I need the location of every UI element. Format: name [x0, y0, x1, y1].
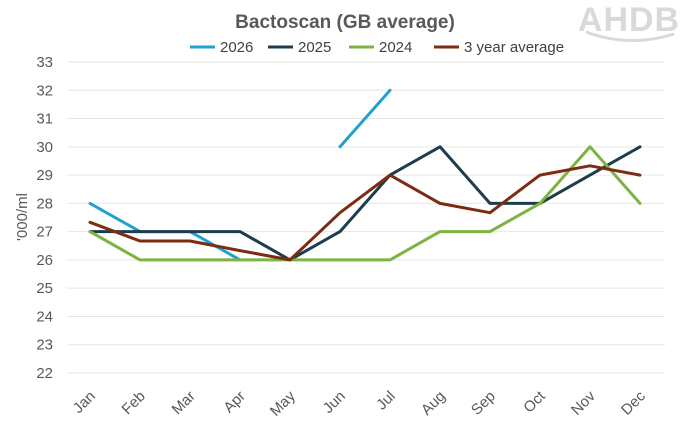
- ahdb-logo: AHDB: [578, 1, 680, 42]
- series-line-2025: [88, 145, 642, 262]
- x-tick-oct: Oct: [520, 387, 549, 416]
- legend-label-2024: 2024: [379, 39, 412, 56]
- legend-label-3-year-average: 3 year average: [464, 39, 564, 56]
- series-line-2024: [88, 145, 642, 262]
- x-tick-jan: Jan: [70, 388, 99, 417]
- y-axis-label: '000/ml: [14, 193, 31, 241]
- series-lines: [88, 88, 642, 262]
- x-tick-apr: Apr: [220, 388, 249, 417]
- y-tick-31: 31: [36, 111, 53, 128]
- series-line-3-year-average: [88, 164, 642, 262]
- x-tick-mar: Mar: [169, 388, 199, 418]
- legend-label-2026: 2026: [220, 39, 253, 56]
- x-tick-nov: Nov: [568, 387, 599, 418]
- x-tick-jul: Jul: [373, 388, 399, 414]
- x-tick-aug: Aug: [418, 388, 449, 419]
- x-tick-may: May: [267, 387, 299, 419]
- x-tick-dec: Dec: [618, 387, 649, 418]
- x-tick-feb: Feb: [119, 388, 149, 418]
- y-tick-22: 22: [36, 365, 53, 382]
- y-tick-29: 29: [36, 167, 53, 184]
- series-line-2026-1: [338, 88, 392, 149]
- y-axis-ticks: 22 23 24 25 26 27 28 29 30 31 32 33: [36, 54, 53, 382]
- y-tick-23: 23: [36, 337, 53, 354]
- y-tick-26: 26: [36, 252, 53, 269]
- logo-swoosh: [585, 30, 675, 42]
- y-tick-27: 27: [36, 224, 53, 241]
- x-tick-sep: Sep: [468, 388, 499, 419]
- legend: 2026 2025 2024 3 year average: [190, 39, 564, 56]
- legend-label-2025: 2025: [298, 39, 331, 56]
- gridlines: [67, 61, 665, 374]
- logo-text: AHDB: [578, 1, 680, 39]
- y-tick-28: 28: [36, 195, 53, 212]
- x-tick-jun: Jun: [320, 388, 349, 417]
- x-axis-ticks: Jan Feb Mar Apr May Jun Jul Aug Sep Oct Nov Dec: [70, 387, 649, 420]
- y-tick-33: 33: [36, 54, 53, 71]
- chart-title: Bactoscan (GB average): [235, 12, 455, 33]
- y-tick-24: 24: [36, 308, 53, 325]
- y-tick-30: 30: [36, 139, 53, 156]
- y-tick-25: 25: [36, 280, 53, 297]
- y-tick-32: 32: [36, 82, 53, 99]
